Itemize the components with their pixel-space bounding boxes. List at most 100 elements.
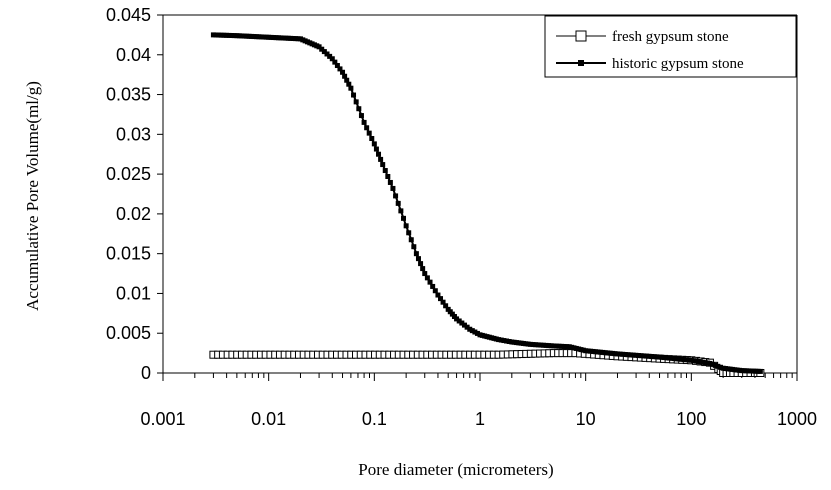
data-point (223, 32, 229, 38)
data-point (432, 288, 438, 294)
data-point (401, 215, 407, 221)
data-point (651, 354, 657, 360)
data-point (226, 32, 232, 38)
y-tick-label: 0.03 (116, 124, 151, 144)
data-point (438, 296, 444, 302)
data-point (440, 299, 446, 305)
data-point (316, 44, 322, 50)
data-point (498, 337, 504, 343)
data-point (385, 173, 391, 179)
data-point (712, 362, 718, 368)
data-point (358, 113, 364, 119)
data-point (459, 320, 465, 326)
data-point (630, 352, 636, 358)
data-point (348, 85, 354, 91)
data-point (707, 360, 713, 366)
data-point (467, 326, 473, 332)
x-tick-label: 1 (475, 409, 485, 429)
data-point (654, 354, 660, 360)
data-point (556, 343, 562, 349)
data-point (546, 343, 552, 349)
data-point (371, 141, 377, 147)
data-point (353, 99, 359, 105)
data-point (454, 316, 460, 322)
data-point (456, 318, 462, 324)
data-point (329, 56, 335, 62)
data-point (332, 59, 338, 65)
data-point (538, 342, 544, 348)
y-tick-label: 0.025 (106, 164, 151, 184)
data-point (501, 338, 507, 344)
data-point (469, 328, 475, 334)
y-tick-label: 0.045 (106, 5, 151, 25)
data-point (527, 341, 533, 347)
data-point (231, 33, 237, 39)
data-point (413, 251, 419, 257)
data-point (393, 193, 399, 199)
data-point (715, 363, 721, 369)
data-point (398, 208, 404, 214)
data-point (406, 230, 412, 236)
data-point (506, 338, 512, 344)
y-tick-label: 0.02 (116, 204, 151, 224)
data-point (553, 343, 559, 349)
data-point (390, 185, 396, 191)
data-point (210, 32, 216, 38)
data-point (427, 279, 433, 285)
data-point (403, 223, 409, 229)
data-point (408, 237, 414, 243)
data-point (535, 342, 541, 348)
data-point (213, 32, 219, 38)
data-point (757, 368, 763, 374)
data-point (378, 156, 384, 162)
y-tick-label: 0.04 (116, 45, 151, 65)
data-point (221, 32, 227, 38)
data-point (464, 324, 470, 330)
data-point (504, 338, 510, 344)
data-point (622, 352, 628, 358)
data-point (561, 343, 567, 349)
data-point (496, 337, 502, 343)
data-point (361, 119, 367, 125)
data-point (411, 244, 417, 250)
y-tick-label: 0.035 (106, 85, 151, 105)
data-point (337, 66, 343, 72)
data-point (334, 63, 340, 69)
data-point (387, 179, 393, 185)
data-point (548, 343, 554, 349)
data-point (620, 351, 626, 357)
series-fresh (209, 349, 765, 377)
data-point (617, 351, 623, 357)
data-point (418, 261, 424, 267)
data-point (376, 151, 382, 157)
x-tick-label: 10 (576, 409, 596, 429)
data-point (633, 352, 639, 358)
data-point (641, 353, 647, 359)
data-point (564, 344, 570, 350)
data-point (324, 51, 330, 57)
y-tick-label: 0 (141, 363, 151, 383)
x-tick-label: 1000 (777, 409, 817, 429)
legend-marker-filled-square (578, 60, 584, 66)
data-point (530, 342, 536, 348)
data-point (346, 81, 352, 87)
data-point (369, 136, 375, 142)
y-tick-label: 0.015 (106, 244, 151, 264)
data-point (380, 162, 386, 168)
data-point (366, 130, 372, 136)
data-point (351, 92, 357, 98)
legend-label: fresh gypsum stone (612, 29, 729, 45)
data-point (382, 168, 388, 174)
y-tick-label: 0.01 (116, 283, 151, 303)
data-point (559, 343, 565, 349)
data-point (373, 146, 379, 152)
data-point (327, 53, 333, 59)
data-point (218, 32, 224, 38)
x-tick-label: 0.1 (362, 409, 387, 429)
data-point (321, 49, 327, 55)
series-line (213, 33, 761, 373)
data-point (340, 69, 346, 75)
legend-label: historic gypsum stone (612, 56, 744, 72)
data-point (628, 352, 634, 358)
